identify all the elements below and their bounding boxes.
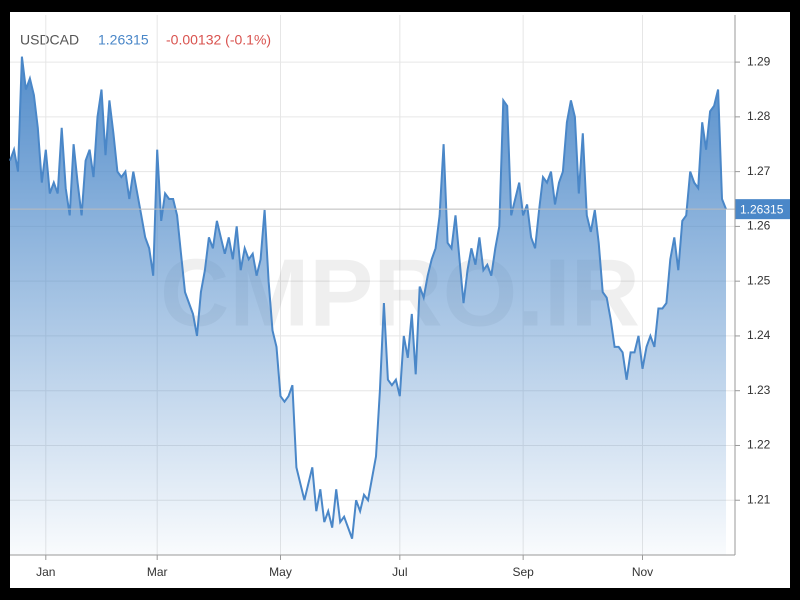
last-price-box	[735, 199, 790, 220]
line	[9, 56, 727, 539]
x-tick-label: Jan	[36, 565, 55, 579]
y-tick-label: 1.24	[747, 328, 771, 342]
y-tick-label: 1.26	[747, 219, 771, 233]
y-tick-label: 1.21	[747, 492, 771, 506]
area	[10, 56, 727, 555]
x-tick-label: Sep	[512, 565, 534, 579]
y-tick-label: 1.29	[747, 54, 771, 68]
last-price-label: 1.26315	[740, 202, 784, 216]
y-tick-label: 1.27	[747, 164, 771, 178]
x-tick-label: Mar	[147, 565, 168, 579]
x-tick-label: Nov	[632, 565, 653, 579]
x-tick-label: May	[269, 565, 292, 579]
price: 1.26315	[98, 32, 149, 48]
change: -0.00132 (-0.1%)	[166, 32, 271, 48]
y-tick-label: 1.28	[747, 109, 771, 123]
y-tick-label: 1.22	[747, 438, 771, 452]
symbol: USDCAD	[20, 32, 79, 48]
y-tick-label: 1.25	[747, 273, 771, 287]
y-tick-label: 1.23	[747, 383, 771, 397]
x-tick-label: Jul	[392, 565, 407, 579]
